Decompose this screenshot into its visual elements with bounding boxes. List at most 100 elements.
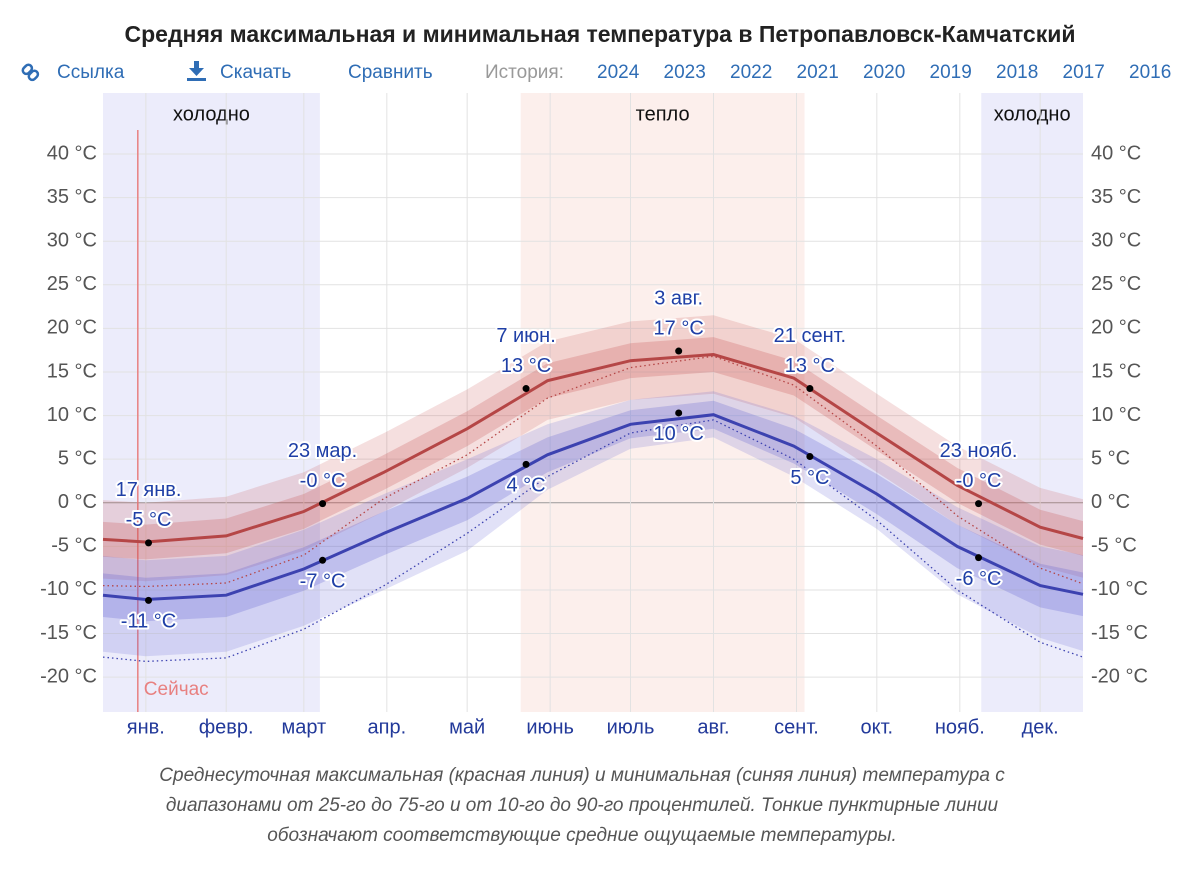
- year-link[interactable]: 2018: [996, 62, 1038, 83]
- toolbar: Ссылка Скачать Сравнить История: 2024 202…: [21, 61, 1171, 83]
- x-tick-label: июль: [607, 716, 655, 738]
- y2-tick-label: 0 °C: [1091, 491, 1130, 513]
- link[interactable]: Скачать: [220, 62, 291, 83]
- x-tick-label: сент.: [774, 716, 819, 738]
- year-link[interactable]: 2022: [730, 62, 772, 83]
- y-tick-label: 30 °C: [47, 229, 97, 251]
- annotation-date: 17 янв.: [116, 479, 182, 501]
- link[interactable]: Сравнить: [348, 62, 433, 83]
- y2-tick-label: -20 °C: [1091, 665, 1148, 687]
- y-tick-label: 0 °C: [58, 491, 97, 513]
- year-link[interactable]: 2017: [1063, 62, 1105, 83]
- annotation-value: 10 °C: [654, 423, 704, 445]
- annotation-dot: [145, 539, 153, 547]
- year-link[interactable]: 2016: [1129, 62, 1171, 83]
- x-tick-label: дек.: [1022, 716, 1059, 738]
- x-tick-label: окт.: [861, 716, 894, 738]
- annotation-value: -0 °C: [956, 470, 1002, 492]
- y2-tick-label: -15 °C: [1091, 622, 1148, 644]
- percentile-band: [103, 337, 1083, 560]
- y-tick-label: -20 °C: [40, 665, 97, 687]
- y2-tick-label: 30 °C: [1091, 229, 1141, 251]
- y-tick-label: -15 °C: [40, 622, 97, 644]
- y-tick-label: 10 °C: [47, 404, 97, 426]
- y2-tick-label: 25 °C: [1091, 273, 1141, 295]
- season-band: [520, 93, 805, 712]
- year-link[interactable]: 2020: [863, 62, 905, 83]
- annotation-value: -0 °C: [300, 470, 346, 492]
- y2-tick-label: 15 °C: [1091, 360, 1141, 382]
- annotation-dot: [675, 347, 683, 355]
- annotation-date: 7 июн.: [496, 325, 555, 347]
- y-tick-label: 25 °C: [47, 273, 97, 295]
- line: [102, 413, 1084, 602]
- download-icon: [187, 61, 206, 81]
- x-tick-label: апр.: [368, 716, 407, 738]
- season-band: [981, 93, 1083, 712]
- feels-like-line: [102, 419, 1084, 663]
- annotation-date: 21 сент.: [774, 325, 846, 347]
- percentile-band: [103, 391, 1083, 657]
- y2-tick-label: 10 °C: [1091, 404, 1141, 426]
- annotation-dot: [522, 385, 530, 393]
- annotation-value: -5 °C: [126, 509, 172, 531]
- percentile-band: [103, 315, 1083, 582]
- line: [102, 352, 1084, 544]
- x-tick-label: май: [449, 716, 485, 738]
- annotation-dot: [319, 556, 327, 564]
- year-link[interactable]: 2024: [597, 62, 640, 83]
- annotation-dot: [975, 500, 983, 508]
- annotation-dot: [806, 453, 814, 461]
- x-tick-label: авг.: [697, 716, 729, 738]
- annotation-value: 17 °C: [654, 317, 704, 339]
- y-tick-label: 5 °C: [58, 447, 97, 469]
- y2-tick-label: -5 °C: [1091, 535, 1137, 557]
- annotation-dot: [319, 500, 327, 508]
- annotation-value: -11 °C: [121, 611, 176, 633]
- y2-tick-label: 35 °C: [1091, 186, 1141, 208]
- season-label: тепло: [636, 103, 690, 125]
- history-label: История:: [485, 62, 564, 83]
- caption: диапазонами от 25-го до 75-го и от 10-го…: [166, 795, 999, 816]
- y2-tick-label: 5 °C: [1091, 447, 1130, 469]
- y-tick-label: -5 °C: [51, 535, 97, 557]
- annotation-value: -7 °C: [300, 571, 346, 593]
- caption: обозначают соответствующие средние ощуща…: [267, 825, 897, 846]
- season-label: холодно: [994, 103, 1071, 125]
- feels-like-line: [102, 355, 1084, 588]
- x-tick-label: янв.: [127, 716, 165, 738]
- percentile-band: [103, 400, 1083, 622]
- annotation-dot: [675, 409, 683, 417]
- annotation-value: 13 °C: [785, 355, 835, 377]
- annotation-value: 4 °C: [506, 475, 545, 497]
- year-link[interactable]: 2023: [664, 62, 706, 83]
- y-tick-label: 20 °C: [47, 317, 97, 339]
- annotation-dot: [975, 554, 983, 562]
- annotation-dot: [806, 385, 814, 393]
- annotation-dot: [522, 460, 530, 468]
- x-tick-label: февр.: [199, 716, 254, 738]
- y-tick-label: -10 °C: [40, 578, 97, 600]
- y-tick-label: 40 °C: [47, 142, 97, 164]
- caption: Среднесуточная максимальная (красная лин…: [159, 765, 1005, 786]
- y2-tick-label: 20 °C: [1091, 317, 1141, 339]
- y-tick-label: 35 °C: [47, 186, 97, 208]
- annotation-value: 5 °C: [790, 467, 829, 489]
- chart-title: Средняя максимальная и минимальная темпе…: [125, 21, 1076, 47]
- link[interactable]: Ссылка: [57, 62, 125, 83]
- season-band: [103, 93, 320, 712]
- annotation-date: 3 авг.: [654, 287, 703, 309]
- annotation-value: 13 °C: [501, 355, 551, 377]
- annotation-date: 23 нояб.: [940, 440, 1018, 462]
- link-icon: [21, 63, 40, 82]
- annotation-value: -6 °C: [956, 568, 1002, 590]
- year-link[interactable]: 2019: [930, 62, 972, 83]
- annotation-dot: [145, 596, 153, 604]
- now-label: Сейчас: [144, 679, 209, 700]
- year-link[interactable]: 2021: [797, 62, 839, 83]
- y2-tick-label: -10 °C: [1091, 578, 1148, 600]
- x-tick-label: июнь: [526, 716, 574, 738]
- y-tick-label: 15 °C: [47, 360, 97, 382]
- annotation-date: 23 мар.: [288, 440, 357, 462]
